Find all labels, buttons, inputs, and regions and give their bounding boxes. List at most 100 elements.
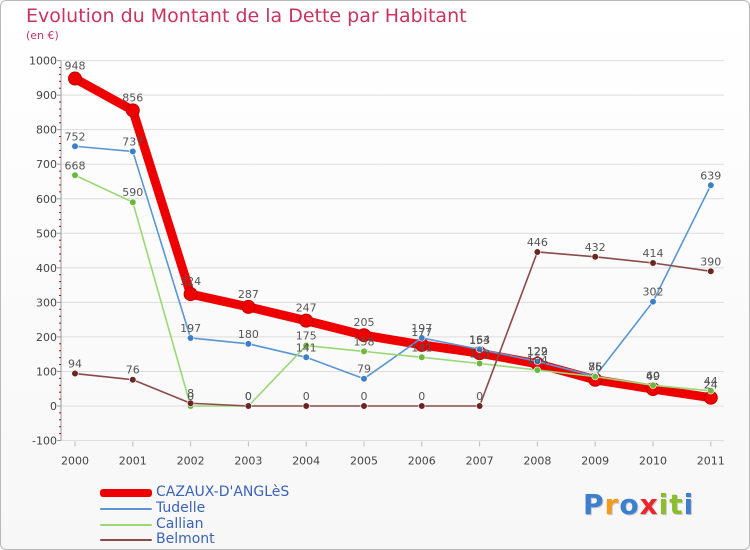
data-label: 177 [411,326,432,339]
legend-label: CAZAUX-D'ANGLèS [156,484,290,500]
data-label: 94 [68,358,82,371]
y-tick-label: 300 [36,296,57,309]
y-tick-label: 100 [36,365,57,378]
data-point [476,359,484,368]
series-1 [68,71,718,405]
x-tick-label: 2005 [350,455,378,468]
data-point [533,248,542,256]
x-tick-label: 2003 [234,455,262,468]
y-tick-label: -100 [32,435,57,448]
data-label: 76 [126,364,140,377]
data-label: 158 [354,335,375,348]
data-label: 302 [643,286,664,299]
data-point [244,402,252,410]
data-point [71,142,79,150]
y-tick-label: 600 [36,193,57,206]
data-label: 153 [469,334,490,347]
data-point [244,340,252,348]
data-point [418,334,426,342]
data-point [187,399,195,407]
data-label: 856 [122,91,143,104]
data-point [129,376,137,384]
data-label: 104 [527,354,548,367]
data-point [591,373,599,381]
data-label: 86 [588,360,602,373]
data-label: 141 [411,341,432,354]
data-point [183,287,198,302]
data-label: 0 [303,390,310,403]
x-tick-label: 2010 [639,455,667,468]
data-label: 737 [122,135,143,148]
data-point [71,171,79,179]
data-point [241,299,256,314]
data-label: 197 [411,322,432,335]
data-label: 0 [476,390,483,403]
data-point [476,345,484,353]
data-label: 324 [180,275,201,288]
logo-letter: i [683,488,695,521]
data-label: 948 [65,60,86,73]
x-tick-label: 2002 [177,455,205,468]
data-point [71,369,79,378]
axes: -100010020030040050060070080090010002000… [29,55,725,468]
data-point [187,334,195,342]
data-label: 76 [588,361,602,374]
data-label: 141 [296,341,317,354]
logo-letter: t [669,488,684,521]
data-point [649,259,657,267]
data-label: 8 [187,387,194,400]
data-label: 79 [357,363,371,376]
x-tick-label: 2006 [408,455,436,468]
y-tick-label: 500 [36,227,57,240]
data-label: 414 [643,247,664,260]
x-tick-label: 2008 [523,455,551,468]
data-point [533,357,542,366]
data-point [129,198,137,206]
data-point [591,253,599,261]
legend-swatch [100,538,152,541]
x-tick-label: 2001 [119,455,147,468]
data-label: 60 [646,369,660,382]
y-tick-label: 0 [50,400,57,413]
legend-swatch [100,523,152,526]
data-label: 49 [646,370,660,383]
data-point [68,71,82,86]
data-label: 639 [700,169,721,182]
y-tick-label: 800 [36,124,57,137]
data-label: 432 [585,241,606,254]
data-label: 122 [527,345,548,358]
data-label: 446 [527,236,548,249]
x-tick-label: 2009 [581,455,609,468]
data-label: 164 [469,333,490,346]
data-point [533,366,542,374]
y-tick-label: 200 [36,331,57,344]
logo-letter: i [658,488,670,521]
data-point [707,387,715,395]
data-label: 390 [700,255,721,268]
data-label: 180 [238,328,259,341]
y-tick-label: 400 [36,262,57,275]
series-layer [68,71,718,410]
data-point [649,381,657,389]
data-label: 0 [418,390,425,403]
unit-label: (en €) [26,29,59,42]
legend-item: Callian [100,517,203,532]
data-label: 0 [187,390,194,403]
legend-item: CAZAUX-D'ANGLèS [100,485,289,500]
y-tick-label: 1000 [29,55,57,68]
series-line [70,74,716,403]
data-point [360,402,368,410]
chart-title: Evolution du Montant de la Dette par Hab… [26,5,467,27]
legend-item: Tudelle [100,501,205,516]
data-point [302,353,310,361]
logo-letter: o [619,488,640,521]
data-point [360,375,368,383]
legend-swatch [100,488,152,497]
data-point [649,298,657,306]
data-label: 752 [65,130,86,143]
x-tick-label: 2011 [697,455,725,468]
data-label: 129 [527,345,548,358]
series-line [74,174,712,407]
data-point [476,402,484,410]
